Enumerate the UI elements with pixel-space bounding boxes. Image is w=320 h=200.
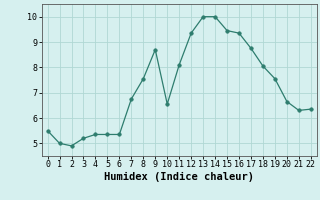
X-axis label: Humidex (Indice chaleur): Humidex (Indice chaleur) [104,172,254,182]
